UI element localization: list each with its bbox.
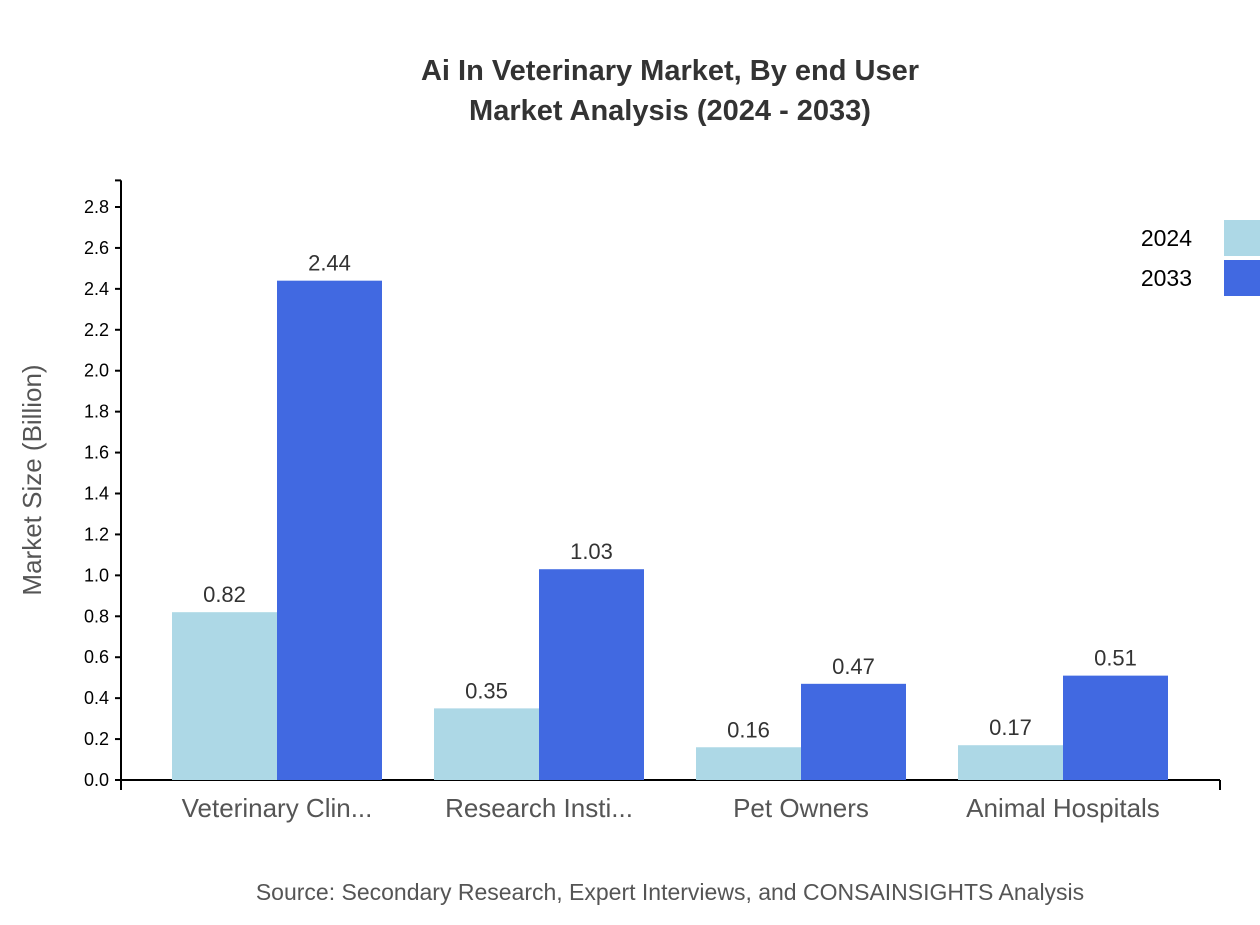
y-tick-label: 1.2 — [84, 524, 109, 544]
legend-label: 2024 — [1141, 225, 1192, 251]
bar-2033 — [539, 569, 644, 780]
legend-label: 2033 — [1141, 265, 1192, 291]
bar-2033 — [277, 280, 382, 780]
y-tick-label: 2.0 — [84, 361, 109, 381]
y-tick-label: 0.0 — [84, 770, 109, 790]
data-label: 1.03 — [570, 539, 613, 564]
source-note: Source: Secondary Research, Expert Inter… — [256, 879, 1084, 905]
y-tick-label: 2.2 — [84, 320, 109, 340]
bar-2024 — [958, 745, 1063, 780]
data-label: 0.35 — [465, 678, 508, 703]
y-tick-label: 0.6 — [84, 647, 109, 667]
bar-2024 — [172, 612, 277, 780]
chart-title-line2: Market Analysis (2024 - 2033) — [469, 95, 871, 127]
y-tick-label: 1.0 — [84, 565, 109, 585]
x-tick-label: Veterinary Clin... — [182, 793, 373, 823]
x-tick-label: Animal Hospitals — [966, 793, 1160, 823]
x-tick-label: Research Insti... — [445, 793, 633, 823]
y-tick-label: 1.4 — [84, 484, 109, 504]
y-tick-label: 0.4 — [84, 688, 109, 708]
data-label: 2.44 — [308, 251, 351, 276]
bar-2033 — [801, 683, 906, 780]
data-label: 0.17 — [989, 715, 1032, 740]
data-label: 0.82 — [203, 582, 246, 607]
bar-2024 — [434, 708, 539, 780]
y-tick-label: 2.4 — [84, 279, 109, 299]
bar-2033 — [1063, 675, 1168, 780]
y-tick-label: 1.8 — [84, 402, 109, 422]
y-tick-label: 2.8 — [84, 197, 109, 217]
data-label: 0.16 — [727, 717, 770, 742]
y-tick-label: 0.2 — [84, 729, 109, 749]
legend-swatch-2033 — [1224, 260, 1260, 296]
data-label: 0.47 — [832, 654, 875, 679]
y-tick-label: 0.8 — [84, 606, 109, 626]
legend-swatch-2024 — [1224, 220, 1260, 256]
chart-title-line1: Ai In Veterinary Market, By end User — [421, 55, 919, 87]
data-label: 0.51 — [1094, 646, 1137, 671]
x-tick-label: Pet Owners — [733, 793, 869, 823]
y-tick-label: 2.6 — [84, 238, 109, 258]
y-axis-label: Market Size (Billion) — [17, 364, 47, 595]
y-tick-label: 1.6 — [84, 443, 109, 463]
bar-2024 — [696, 747, 801, 780]
